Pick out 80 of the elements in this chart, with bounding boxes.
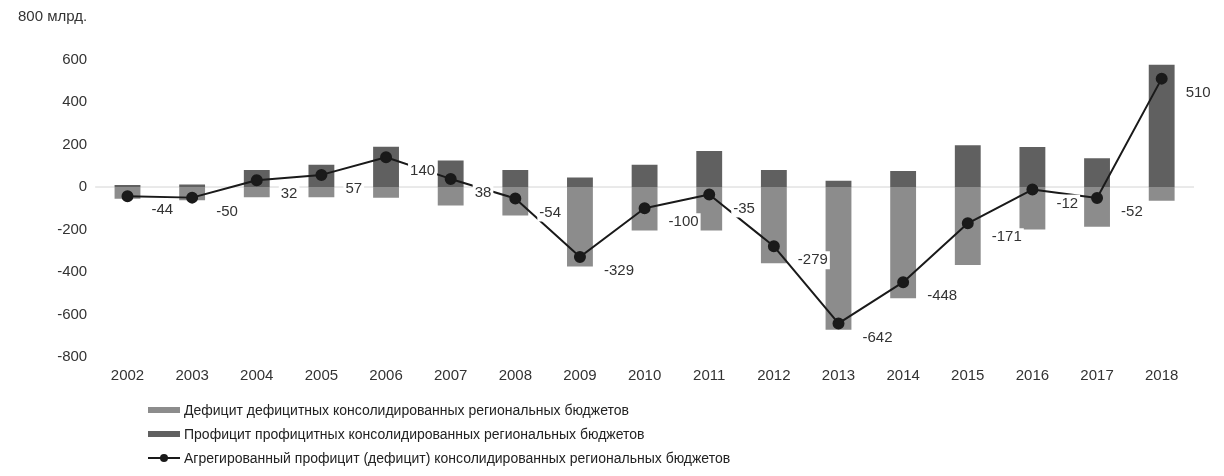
x-tick-label: 2011 — [693, 366, 726, 384]
x-tick-label: 2015 — [951, 366, 985, 384]
y-tick-label: -200 — [57, 219, 88, 237]
data-label: -35 — [733, 198, 755, 216]
point — [961, 217, 974, 230]
data-label: -642 — [862, 327, 893, 345]
x-tick-label: 2008 — [498, 366, 532, 384]
bar — [308, 187, 335, 198]
data-label: -100 — [668, 212, 699, 230]
point — [767, 240, 780, 253]
data-label: -44 — [151, 200, 174, 218]
x-tick-label: 2014 — [886, 366, 920, 384]
y-tick-label: 600 — [62, 49, 88, 67]
x-tick-label: 2012 — [757, 366, 791, 384]
data-label: -279 — [797, 250, 828, 268]
point — [897, 276, 910, 289]
bar — [1148, 187, 1175, 201]
x-tick-label: 2007 — [433, 366, 468, 384]
x-tick-label: 2016 — [1015, 366, 1050, 384]
data-label: -52 — [1121, 202, 1143, 220]
point — [1155, 72, 1168, 85]
bar — [890, 171, 917, 187]
point — [832, 317, 845, 330]
y-tick-label: 400 — [62, 92, 88, 110]
x-tick-label: 2018 — [1144, 366, 1179, 384]
point — [703, 188, 716, 201]
bar — [373, 187, 399, 198]
bar — [1019, 147, 1046, 187]
bar — [243, 187, 270, 198]
y-tick-label: 0 — [78, 177, 88, 195]
bar — [696, 150, 723, 187]
y-tick-label: 800 млрд. — [17, 7, 88, 25]
data-label: 38 — [474, 183, 492, 201]
data-label: 57 — [345, 179, 363, 197]
bar — [825, 187, 852, 330]
data-label: -448 — [927, 286, 958, 304]
bar — [760, 170, 787, 187]
x-tick-label: 2009 — [563, 366, 597, 384]
y-tick-label: -800 — [57, 347, 88, 365]
bar — [567, 177, 593, 187]
data-label: -12 — [1056, 193, 1079, 211]
legend-label: Агрегированный профицит (дефицит) консолидированных региональных бюджетов — [184, 450, 731, 466]
x-tick-label: 2010 — [627, 366, 662, 384]
data-label: 140 — [410, 161, 436, 179]
data-label: -329 — [603, 261, 634, 279]
data-label: 32 — [280, 184, 298, 202]
bar — [502, 170, 529, 187]
bar — [114, 184, 141, 187]
legend-label: Профицит профицитных консолидированных региональных бюджетов — [184, 426, 645, 442]
y-tick-label: -600 — [57, 304, 88, 322]
x-tick-label: 2005 — [304, 366, 339, 384]
x-tick-label: 2006 — [369, 366, 403, 384]
bar — [1148, 64, 1175, 187]
legend-label: Дефицит дефицитных консолидированных региональных бюджетов — [184, 402, 629, 418]
bar — [1084, 158, 1110, 187]
bar — [179, 184, 206, 187]
bar — [890, 187, 917, 299]
data-label: -171 — [991, 227, 1022, 245]
point — [1026, 183, 1039, 196]
bar — [437, 187, 464, 206]
bar — [567, 187, 593, 267]
x-tick-label: 2013 — [821, 366, 856, 384]
data-label: 510 — [1185, 82, 1211, 100]
x-tick-label: 2002 — [110, 366, 145, 384]
y-tick-label: 200 — [62, 134, 88, 152]
point — [121, 190, 134, 203]
x-tick-label: 2017 — [1080, 366, 1114, 384]
data-label: -54 — [539, 202, 561, 220]
point — [380, 151, 393, 164]
point — [1091, 192, 1104, 205]
bar — [760, 187, 787, 264]
bar — [954, 187, 981, 265]
bar — [954, 145, 981, 187]
y-tick-label: -400 — [57, 262, 88, 280]
x-tick-label: 2004 — [240, 366, 274, 384]
x-tick-label: 2003 — [175, 366, 209, 384]
bar — [631, 164, 658, 187]
point — [573, 250, 586, 263]
data-label: -50 — [216, 201, 238, 219]
bar — [825, 180, 852, 187]
